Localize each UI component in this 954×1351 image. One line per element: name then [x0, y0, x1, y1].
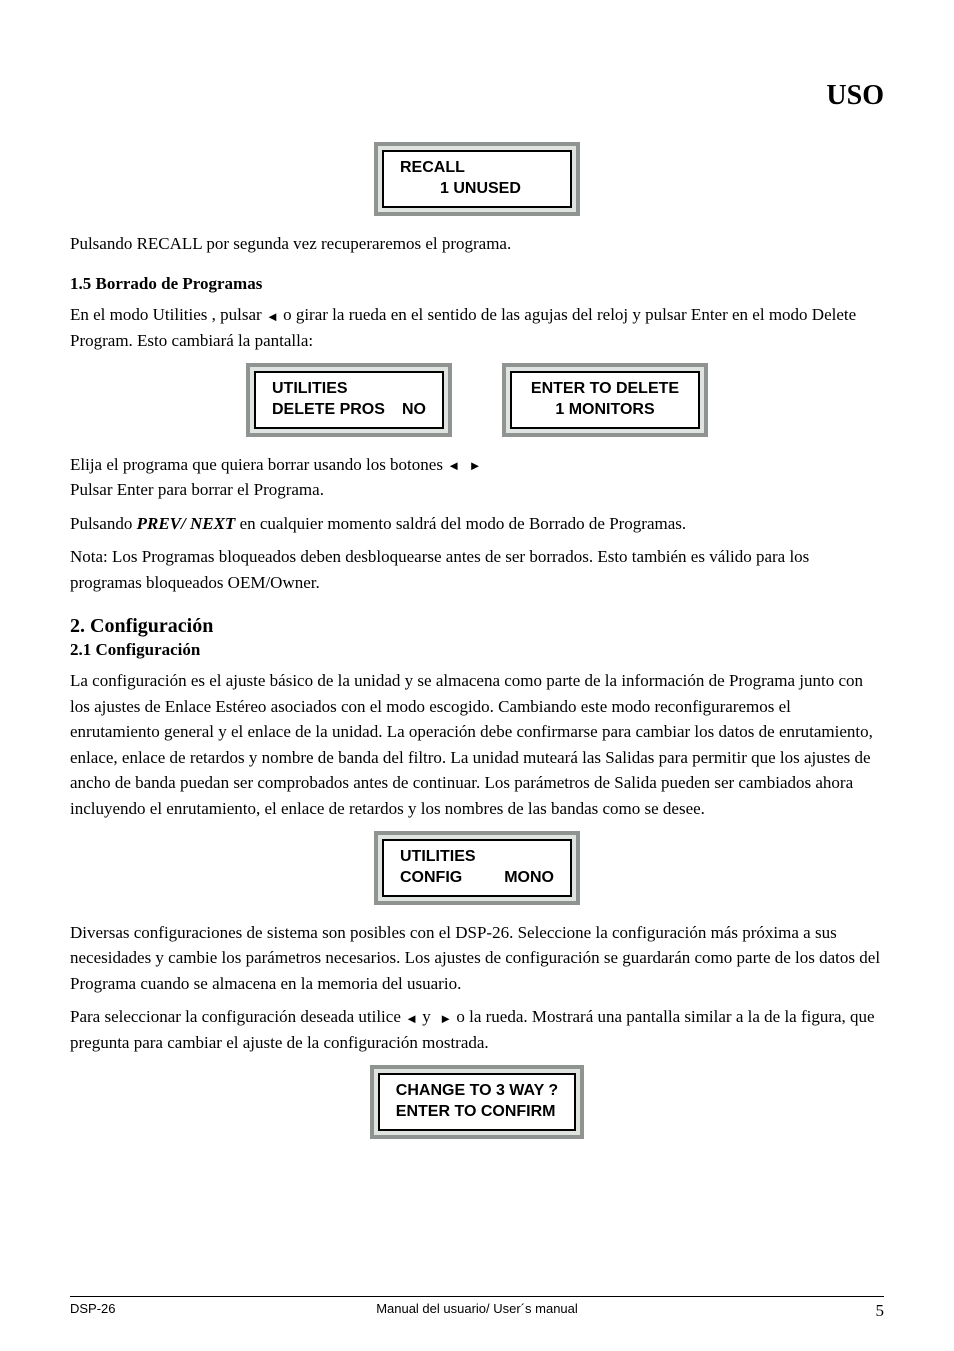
footer: DSP-26 Manual del usuario/ User´s manual…: [70, 1296, 884, 1321]
para-pulsar-enter: Pulsar Enter para borrar el Programa.: [70, 480, 324, 499]
heading-1-5: 1.5 Borrado de Programas: [70, 274, 884, 294]
right-arrow-icon-2: ►: [469, 459, 482, 472]
footer-page-number: 5: [824, 1301, 884, 1321]
lcd-utilities-delete-line2-right: NO: [402, 400, 426, 421]
para-prev-next-p1: Pulsando: [70, 514, 137, 533]
lcd-utilities-config-line2-right: MONO: [504, 868, 554, 889]
lcd-utilities-delete: UTILITIES DELETE PROS NO: [246, 363, 452, 437]
lcd-change-line2: ENTER TO CONFIRM: [396, 1102, 558, 1123]
para-config-long: La configuración es el ajuste básico de …: [70, 668, 884, 821]
lcd-change: CHANGE TO 3 WAY ? ENTER TO CONFIRM: [370, 1065, 584, 1139]
para-nota: Nota: Los Programas bloqueados deben des…: [70, 544, 884, 595]
footer-left: DSP-26: [70, 1301, 130, 1316]
left-arrow-icon-3: ◄: [405, 1012, 418, 1025]
lcd-change-line1: CHANGE TO 3 WAY ?: [396, 1081, 558, 1102]
lcd-change-wrap: CHANGE TO 3 WAY ? ENTER TO CONFIRM: [70, 1065, 884, 1139]
para-diversas: Diversas configuraciones de sistema son …: [70, 920, 884, 997]
left-arrow-icon: ◄: [266, 310, 279, 323]
para-prev-next-p2: en cualquier momento saldrá del modo de …: [235, 514, 686, 533]
para-seleccionar: Para seleccionar la configuración desead…: [70, 1004, 884, 1055]
lcd-enter-delete-line2: 1 MONITORS: [528, 400, 682, 421]
lcd-recall-wrap: RECALL 1 UNUSED: [70, 142, 884, 216]
lcd-utilities-delete-line1: UTILITIES: [272, 379, 426, 400]
lcd-utilities-config-line2: CONFIG MONO: [400, 868, 554, 889]
lcd-utilities-config-line1: UTILITIES: [400, 847, 554, 868]
lcd-utilities-config-inner: UTILITIES CONFIG MONO: [382, 839, 572, 897]
lcd-recall-inner: RECALL 1 UNUSED: [382, 150, 572, 208]
footer-center: Manual del usuario/ User´s manual: [130, 1301, 824, 1316]
lcd-utilities-delete-inner: UTILITIES DELETE PROS NO: [254, 371, 444, 429]
lcd-utilities-config-line2-left: CONFIG: [400, 868, 462, 889]
lcd-utilities-config: UTILITIES CONFIG MONO: [374, 831, 580, 905]
para-elija-text: Elija el programa que quiera borrar usan…: [70, 455, 447, 474]
lcd-recall: RECALL 1 UNUSED: [374, 142, 580, 216]
para-recall: Pulsando RECALL por segunda vez recupera…: [70, 231, 884, 257]
para-1-5-intro: En el modo Utilities , pulsar ◄ o girar …: [70, 302, 884, 353]
para-1-5-part1: En el modo Utilities , pulsar: [70, 305, 266, 324]
lcd-recall-line2: 1 UNUSED: [400, 179, 554, 200]
lcd-utilities-delete-line2: DELETE PROS NO: [272, 400, 426, 421]
lcd-config-wrap: UTILITIES CONFIG MONO: [70, 831, 884, 905]
lcd-pair-delete: UTILITIES DELETE PROS NO ENTER TO DELETE…: [70, 363, 884, 437]
para-seleccionar-y: y: [418, 1007, 435, 1026]
right-arrow-icon-3: ►: [439, 1012, 452, 1025]
lcd-enter-delete-inner: ENTER TO DELETE 1 MONITORS: [510, 371, 700, 429]
para-seleccionar-p1: Para seleccionar la configuración desead…: [70, 1007, 405, 1026]
heading-2-1: 2.1 Configuración: [70, 640, 884, 660]
page: USO RECALL 1 UNUSED Pulsando RECALL por …: [0, 0, 954, 1351]
para-prev-next: Pulsando PREV/ NEXT en cualquier momento…: [70, 511, 884, 537]
lcd-enter-delete-line1: ENTER TO DELETE: [528, 379, 682, 400]
lcd-utilities-delete-line2-left: DELETE PROS: [272, 400, 385, 421]
page-header: USO: [70, 80, 884, 112]
lcd-recall-line1: RECALL: [400, 158, 554, 179]
left-arrow-icon-2: ◄: [447, 459, 460, 472]
para-elija: Elija el programa que quiera borrar usan…: [70, 452, 884, 503]
lcd-enter-delete: ENTER TO DELETE 1 MONITORS: [502, 363, 708, 437]
para-prev-next-bold: PREV/ NEXT: [137, 514, 236, 533]
lcd-change-inner: CHANGE TO 3 WAY ? ENTER TO CONFIRM: [378, 1073, 576, 1131]
heading-2: 2. Configuración: [70, 615, 884, 638]
